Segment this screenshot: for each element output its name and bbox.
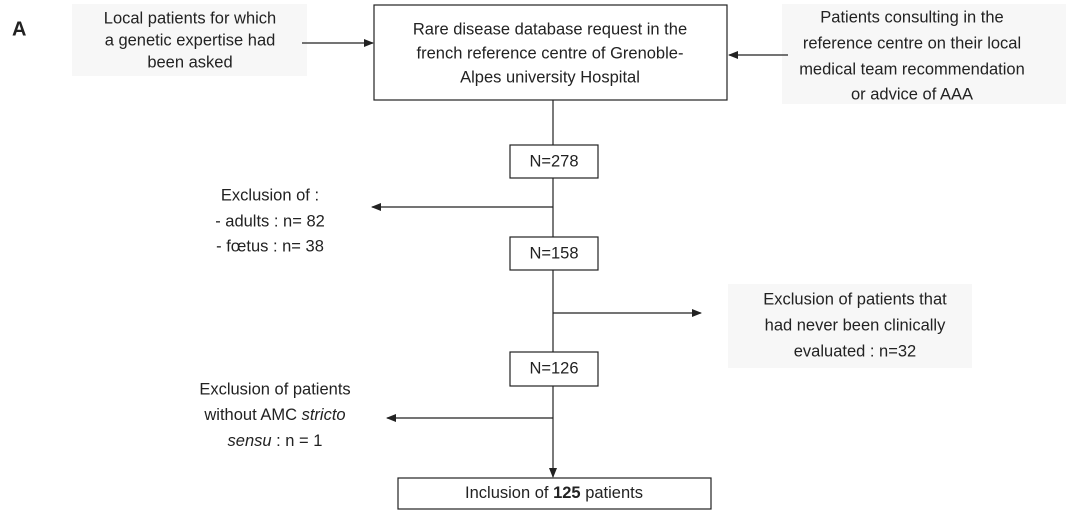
source-bg [72,4,307,76]
node-text: N=278 [529,152,578,170]
exclusion-text: Exclusion of patients [199,380,350,398]
node-text: Inclusion of 125 patients [465,484,643,502]
node-box [509,351,599,387]
exclusion-bg [728,284,972,368]
text-part: patients [581,484,643,502]
exclusion-text: Exclusion of patients that [763,290,947,308]
exclusion-text: - fœtus : n= 38 [216,237,324,255]
node-box [509,144,599,179]
node-text: N=126 [529,359,578,377]
exclusion-text: sensu : n = 1 [228,432,323,450]
source-bg [782,4,1066,104]
source-text: reference centre on their local [803,34,1021,52]
node-box [373,4,728,101]
text-part: sensu [228,432,272,450]
exclusion-text: without AMC stricto [203,406,345,424]
source-text: or advice of AAA [851,85,973,103]
node-text: Rare disease database request in the [413,20,687,38]
text-part: : n = 1 [272,432,323,450]
node-box [509,236,599,271]
node-box [397,477,712,510]
source-text: medical team recommendation [799,60,1025,78]
exclusion-text: Exclusion of : [221,186,319,204]
text-part: without AMC [203,406,301,424]
node-text: french reference centre of Grenoble- [417,44,684,62]
source-text: been asked [147,53,232,71]
text-part: 125 [553,484,581,502]
exclusion-text: had never been clinically [765,316,946,334]
text-part: Inclusion of [465,484,553,502]
exclusion-text: evaluated : n=32 [794,342,916,360]
text-part: stricto [302,406,346,424]
panel-label: A [12,18,26,40]
source-text: a genetic expertise had [105,31,276,49]
node-text: Alpes university Hospital [460,68,640,86]
source-text: Local patients for which [104,9,276,27]
node-text: N=158 [529,244,578,262]
exclusion-text: - adults : n= 82 [215,212,325,230]
source-text: Patients consulting in the [820,8,1003,26]
